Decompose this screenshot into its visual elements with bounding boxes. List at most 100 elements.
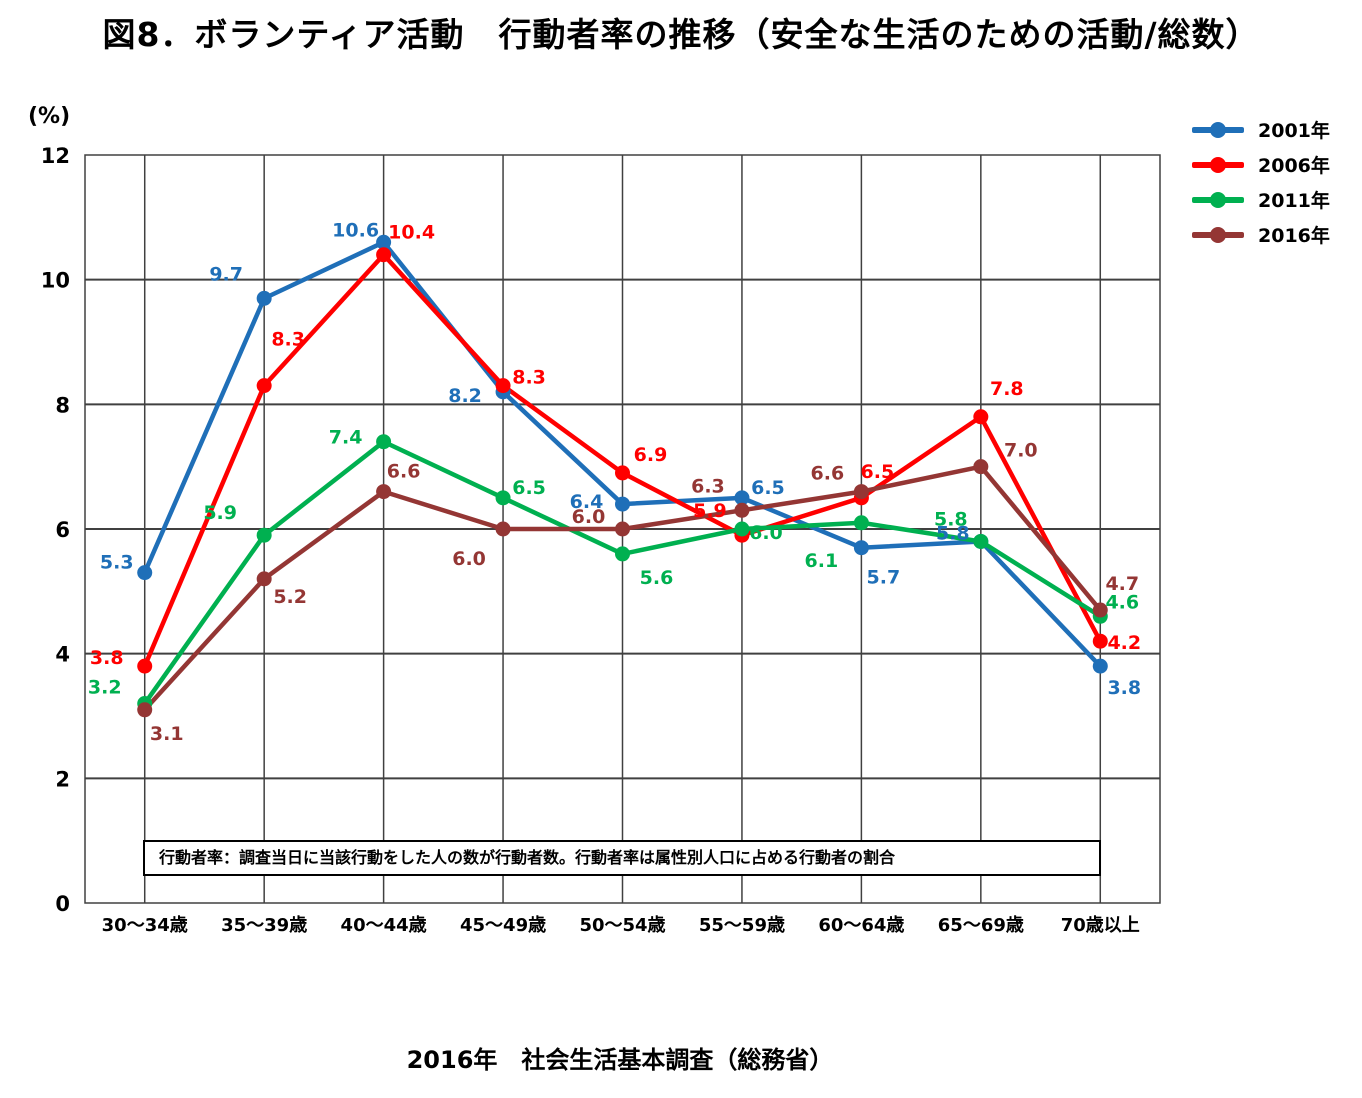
line-chart: 5.3 9.7 10.6 8.2 6.4 6.5 5.7 5.8 3.8 3.8 8.3 10.4 8.… <box>41 144 1161 936</box>
chart-legend: 2001年 2006年 2011年 2016年 <box>1192 112 1330 252</box>
data-label: 6.0 <box>572 506 606 528</box>
data-label: 6.5 <box>751 477 785 499</box>
data-label: 6.5 <box>512 477 546 499</box>
data-point <box>256 527 272 543</box>
legend-marker <box>1210 156 1226 173</box>
data-label: 8.2 <box>448 385 482 407</box>
data-label: 5.8 <box>936 522 970 544</box>
data-point <box>376 234 392 250</box>
data-label: 8.3 <box>271 329 305 351</box>
data-point <box>376 434 392 450</box>
data-label: 5.7 <box>867 567 901 589</box>
legend-swatch <box>1192 156 1244 173</box>
data-label: 5.2 <box>273 586 307 608</box>
data-label: 3.1 <box>150 723 184 745</box>
data-point <box>1092 633 1108 649</box>
data-label: 3.8 <box>90 647 124 669</box>
legend-item: 2016年 <box>1192 217 1330 252</box>
legend-label: 2011年 <box>1258 190 1330 212</box>
data-point <box>615 546 630 562</box>
data-label: 3.2 <box>88 677 122 699</box>
data-label: 5.3 <box>100 552 134 574</box>
legend-swatch <box>1192 226 1244 243</box>
source-caption: 2016年 社会生活基本調査（総務省） <box>406 1046 834 1074</box>
data-point <box>137 702 153 718</box>
data-point <box>495 378 511 394</box>
data-label: 6.9 <box>634 444 668 466</box>
x-tick-label: 45～49歳 <box>460 915 546 936</box>
data-label: 5.8 <box>934 508 968 530</box>
x-tick-label: 55～59歳 <box>699 915 785 936</box>
legend-item: 2011年 <box>1192 182 1330 217</box>
y-tick-label: 0 <box>55 892 70 916</box>
data-point <box>256 378 272 394</box>
legend-swatch <box>1192 191 1244 208</box>
y-tick-label: 10 <box>41 269 70 293</box>
data-label: 4.7 <box>1105 573 1139 595</box>
data-label: 7.4 <box>329 427 363 449</box>
data-point <box>376 484 392 500</box>
data-point <box>137 658 153 674</box>
legend-marker <box>1210 191 1226 208</box>
x-tick-label: 30～34歳 <box>102 915 188 936</box>
data-label: 5.9 <box>203 502 237 524</box>
data-label: 6.6 <box>811 463 845 485</box>
data-label: 6.0 <box>452 548 486 570</box>
legend-label: 2001年 <box>1258 120 1330 142</box>
y-tick-label: 6 <box>55 518 70 542</box>
legend-marker <box>1210 121 1226 138</box>
x-tick-label: 50～54歳 <box>579 915 665 936</box>
data-label: 4.6 <box>1105 591 1139 613</box>
legend-swatch <box>1192 121 1244 138</box>
legend-label: 2016年 <box>1258 225 1330 247</box>
x-tick-label: 40～44歳 <box>341 915 427 936</box>
data-label: 6.3 <box>691 475 725 497</box>
data-point <box>973 409 989 425</box>
chart-note: 行動者率：調査当日に当該行動をした人の数が行動者数。行動者率は属性別人口に占める… <box>143 840 1101 876</box>
data-point <box>1092 602 1108 618</box>
data-point <box>256 571 272 587</box>
x-tick-label: 60～64歳 <box>818 915 904 936</box>
x-tick-label: 70歳以上 <box>1061 915 1140 936</box>
legend-item: 2006年 <box>1192 147 1330 182</box>
data-point <box>853 515 869 531</box>
y-tick-label: 12 <box>41 144 70 168</box>
data-point <box>853 540 869 556</box>
legend-item: 2001年 <box>1192 112 1330 147</box>
data-point <box>734 521 750 537</box>
legend-label: 2006年 <box>1258 155 1330 177</box>
y-tick-label: 4 <box>55 643 70 667</box>
data-label: 6.0 <box>749 522 783 544</box>
data-point <box>256 290 272 306</box>
data-label: 6.1 <box>805 550 839 572</box>
data-point <box>495 490 511 506</box>
data-label: 10.6 <box>332 219 379 241</box>
data-point <box>853 484 869 500</box>
data-point <box>734 490 750 506</box>
data-point <box>376 247 392 263</box>
data-label: 5.9 <box>693 500 727 522</box>
x-tick-label: 65～69歳 <box>938 915 1024 936</box>
y-tick-label: 8 <box>55 393 70 417</box>
data-label: 3.8 <box>1107 677 1141 699</box>
data-point <box>615 465 630 481</box>
data-label: 7.0 <box>1004 440 1038 462</box>
data-point <box>734 502 750 518</box>
y-axis-unit: (%) <box>28 104 71 129</box>
data-point <box>495 521 511 537</box>
data-label: 4.2 <box>1107 632 1141 654</box>
data-label: 5.6 <box>640 567 674 589</box>
y-tick-label: 2 <box>55 767 70 791</box>
data-point <box>615 521 630 537</box>
data-label: 7.8 <box>990 378 1024 400</box>
data-point <box>137 565 153 581</box>
data-label: 6.4 <box>570 491 604 513</box>
axis-labels: 0 2 4 6 8 10 12 30～34歳 35～39歳 40～44歳 45～49歳 50～54歳 5… <box>41 144 1140 936</box>
data-point <box>973 533 989 549</box>
chart-title: 図8．ボランティア活動 行動者率の推移（安全な生活のための活動/総数） <box>102 15 1260 54</box>
data-label: 10.4 <box>388 222 435 244</box>
data-label: 8.3 <box>512 367 546 389</box>
data-point <box>973 459 989 475</box>
data-label: 9.7 <box>209 263 243 285</box>
x-tick-label: 35～39歳 <box>221 915 307 936</box>
